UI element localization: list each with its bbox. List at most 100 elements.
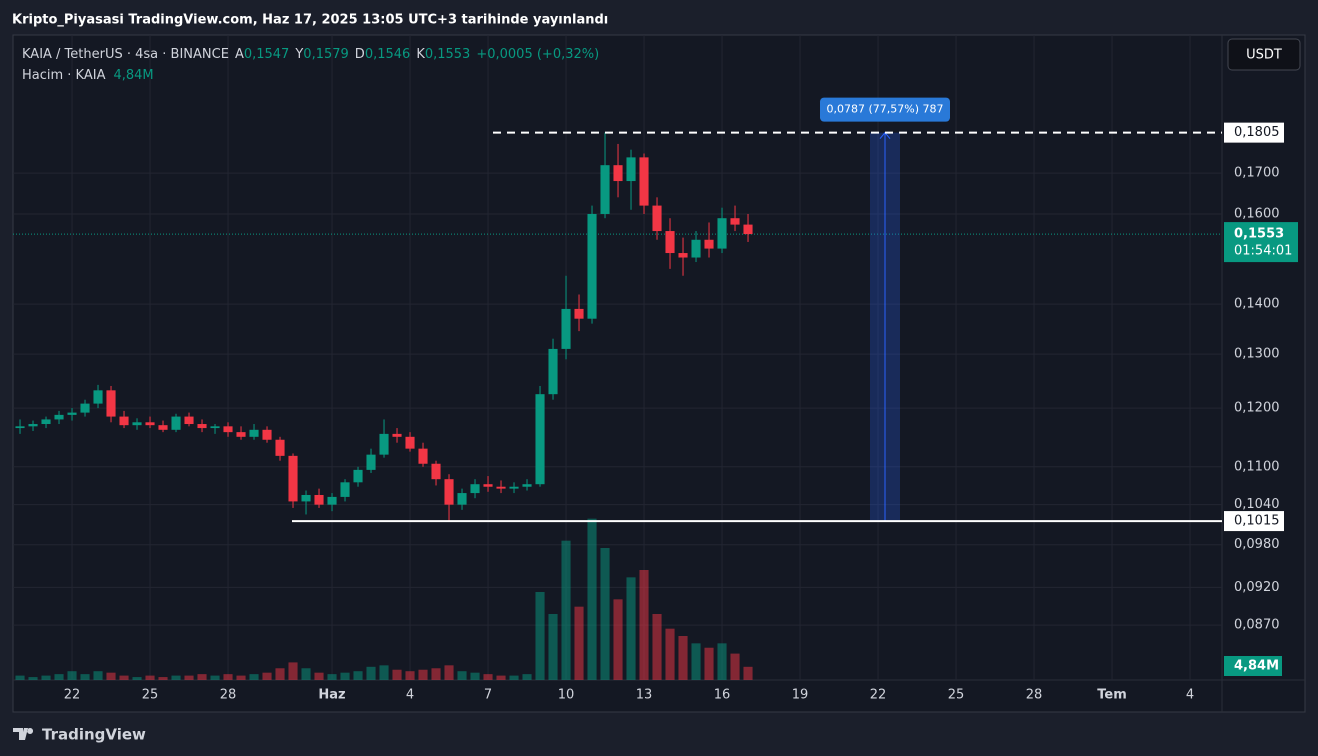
volume-bar: [223, 674, 233, 680]
plot: 0,1700 0,1600 0,1400 0,1300 0,1200 0,1100 0,10…: [13, 35, 1305, 712]
volume-bar: [275, 668, 285, 680]
candle-body: [171, 416, 181, 430]
volume-bar: [158, 677, 168, 680]
ohlc-key: A: [235, 47, 244, 62]
candle-body: [470, 484, 480, 494]
volume-bar: [301, 668, 311, 680]
ohlc-value: 0,1546: [365, 47, 411, 62]
volume-bar: [392, 669, 402, 680]
volume-bar: [41, 675, 51, 680]
last-price-label: 0,1553: [1234, 227, 1284, 242]
candle-body: [405, 436, 415, 449]
candle-body: [704, 239, 714, 249]
x-tick-label: Tem: [1097, 688, 1127, 703]
candle-body: [353, 469, 363, 483]
volume-bar: [236, 675, 246, 680]
x-tick-label: 10: [558, 688, 575, 703]
candle-body: [28, 424, 38, 427]
volume-bar: [210, 675, 220, 680]
volume-bar: [379, 665, 389, 680]
volume-bar: [132, 677, 142, 680]
y-tick-label: 0,1700: [1234, 166, 1280, 181]
volume-bar: [639, 570, 649, 680]
volume-bar: [28, 677, 38, 680]
measure-label-box: [820, 97, 950, 122]
volume-bar: [197, 674, 207, 680]
volume-bar: [483, 674, 493, 680]
candle-body: [535, 394, 545, 485]
y-tick-label: 0,1400: [1234, 297, 1280, 312]
candle-body: [41, 419, 51, 425]
volume-bar: [314, 672, 324, 680]
volume-bar: [353, 671, 363, 680]
volume-bar: [106, 672, 116, 680]
candle-body: [67, 412, 77, 415]
candle-body: [626, 157, 636, 182]
ohlc-key: Y: [294, 47, 303, 62]
price-label: 0,1805: [1234, 125, 1280, 140]
candle-body: [314, 494, 324, 505]
candle-body: [158, 425, 168, 430]
volume-bar: [613, 599, 623, 680]
volume-bar: [327, 674, 337, 680]
candle-body: [340, 482, 350, 497]
measure-label: 0,0787 (77,57%) 787: [826, 103, 943, 116]
x-tick-label: 19: [792, 688, 809, 703]
candle-body: [717, 218, 727, 249]
volume-label: 4,84M: [1234, 659, 1279, 674]
candle-body: [496, 486, 506, 489]
volume-bar: [665, 628, 675, 680]
ohlc-value: 0,1553: [425, 47, 471, 62]
y-tick-label: 0,1600: [1234, 206, 1280, 221]
y-tick-label: 0,1200: [1234, 401, 1280, 416]
candle-body: [106, 390, 116, 417]
x-tick-label: 4: [1186, 688, 1194, 703]
x-tick-label: 7: [484, 688, 492, 703]
candle-body: [418, 448, 428, 464]
candle-body: [379, 433, 389, 455]
change: +0,0005 (+0,32%): [476, 47, 599, 62]
volume-bar: [431, 668, 441, 680]
volume-bar: [340, 672, 350, 680]
volume-bar: [444, 665, 454, 680]
legend: KAIA / TetherUS · 4sa · BINANCE A0,1547 Y0…: [22, 47, 599, 62]
volume-bar: [548, 614, 558, 680]
y-tick-label: 0,0920: [1234, 580, 1280, 595]
candle-body: [691, 239, 701, 258]
candle-body: [93, 390, 103, 404]
volume-bar: [405, 671, 415, 680]
volume-bar: [93, 671, 103, 680]
button-frame[interactable]: [1227, 38, 1301, 71]
volume-bar: [652, 614, 662, 680]
volume-bar: [678, 636, 688, 680]
candle-body: [249, 429, 259, 437]
x-tick-label: 13: [636, 688, 653, 703]
currency-label[interactable]: USDT: [1246, 48, 1282, 63]
price-label: 0,1015: [1234, 514, 1280, 529]
volume-bar: [262, 672, 272, 680]
y-tick-label: 0,1300: [1234, 347, 1280, 362]
x-tick-label: 4: [406, 688, 414, 703]
volume-bar: [743, 666, 753, 680]
y-tick-label: 0,0870: [1234, 618, 1280, 633]
volume-bar: [587, 518, 597, 680]
volume-bar: [509, 675, 519, 680]
y-tick-label: 0,1100: [1234, 459, 1280, 474]
volume-bar: [470, 672, 480, 680]
candle-body: [574, 308, 584, 319]
candle-body: [197, 424, 207, 429]
countdown-label: 01:54:01: [1234, 244, 1292, 259]
candle-body: [119, 416, 129, 426]
volume-bar: [145, 675, 155, 680]
volume-bar: [171, 675, 181, 680]
candle-body: [145, 422, 155, 426]
x-tick-label: 28: [1026, 688, 1043, 703]
x-tick-label: 28: [220, 688, 237, 703]
volume-bar: [704, 647, 714, 680]
candle-body: [15, 426, 25, 429]
volume-bar: [626, 577, 636, 680]
volume-bar: [600, 548, 610, 680]
currency-button[interactable]: USDT: [1227, 38, 1301, 71]
publish-caption: Kripto_Piyasasi TradingView.com, Haz 17,…: [12, 13, 608, 28]
logo-icon: [13, 728, 34, 740]
